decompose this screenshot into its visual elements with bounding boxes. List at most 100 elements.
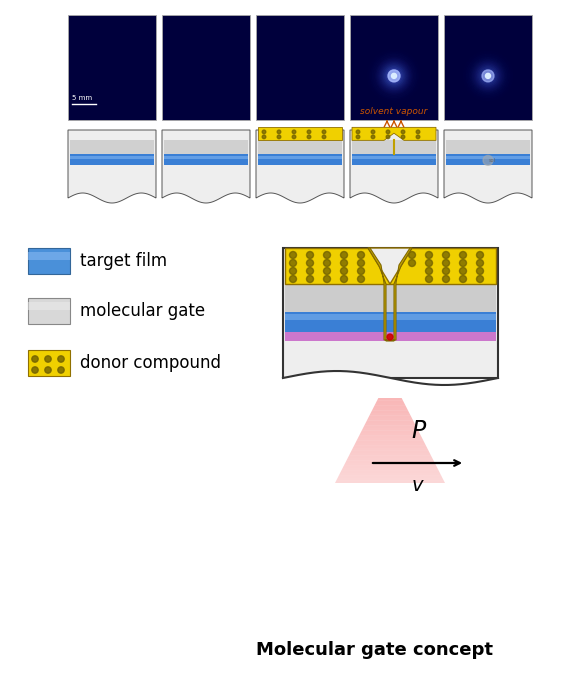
Text: donor compound: donor compound	[80, 354, 221, 372]
Polygon shape	[376, 400, 404, 403]
Circle shape	[482, 69, 495, 82]
Circle shape	[289, 259, 296, 266]
Bar	[352, 155, 436, 165]
Polygon shape	[380, 393, 400, 396]
Bar	[285, 284, 496, 312]
Polygon shape	[362, 428, 418, 430]
Circle shape	[306, 251, 313, 259]
Polygon shape	[377, 398, 403, 400]
Circle shape	[358, 268, 365, 274]
Circle shape	[306, 268, 313, 274]
Polygon shape	[342, 468, 439, 471]
Bar	[283, 248, 498, 378]
Polygon shape	[383, 385, 396, 388]
Circle shape	[409, 251, 416, 259]
Circle shape	[306, 276, 313, 283]
Polygon shape	[381, 390, 399, 393]
Circle shape	[392, 74, 396, 78]
Polygon shape	[350, 451, 430, 453]
Circle shape	[476, 251, 483, 259]
Circle shape	[58, 367, 64, 373]
Bar	[70, 156, 154, 159]
Text: target film: target film	[80, 252, 167, 270]
Polygon shape	[352, 448, 429, 451]
Bar	[28, 298, 70, 324]
Bar	[258, 127, 342, 140]
Circle shape	[443, 268, 449, 274]
Circle shape	[426, 259, 433, 266]
Polygon shape	[338, 475, 442, 478]
Circle shape	[289, 268, 296, 274]
Bar	[352, 156, 436, 159]
Text: Molecular gate concept: Molecular gate concept	[256, 641, 493, 659]
Circle shape	[409, 259, 416, 266]
Polygon shape	[283, 371, 498, 398]
Bar	[444, 15, 532, 120]
Circle shape	[443, 259, 449, 266]
Polygon shape	[372, 408, 408, 411]
Bar	[28, 350, 70, 376]
Circle shape	[306, 259, 313, 266]
Text: v: v	[412, 476, 423, 495]
Bar	[446, 155, 530, 165]
Bar	[446, 156, 530, 159]
Polygon shape	[355, 441, 425, 443]
Circle shape	[486, 74, 490, 78]
Circle shape	[356, 130, 360, 133]
Circle shape	[386, 68, 402, 84]
Polygon shape	[358, 436, 422, 438]
Bar	[28, 252, 70, 259]
Circle shape	[307, 135, 311, 139]
Polygon shape	[339, 473, 441, 475]
Circle shape	[392, 74, 396, 78]
Circle shape	[476, 268, 483, 274]
Bar	[446, 140, 530, 155]
Polygon shape	[343, 466, 437, 468]
Circle shape	[371, 135, 375, 139]
Polygon shape	[348, 456, 432, 458]
Polygon shape	[375, 403, 406, 405]
Polygon shape	[345, 460, 435, 463]
Bar	[285, 248, 496, 284]
Polygon shape	[366, 420, 415, 423]
Polygon shape	[346, 458, 433, 460]
Bar	[258, 156, 342, 159]
Circle shape	[459, 276, 466, 283]
Circle shape	[483, 155, 493, 165]
Circle shape	[401, 130, 405, 133]
Circle shape	[323, 276, 330, 283]
Circle shape	[358, 251, 365, 259]
Polygon shape	[68, 130, 156, 203]
Circle shape	[426, 251, 433, 259]
Bar	[258, 140, 342, 155]
Polygon shape	[369, 413, 410, 415]
Circle shape	[476, 259, 483, 266]
Polygon shape	[363, 426, 417, 428]
Circle shape	[358, 276, 365, 283]
Polygon shape	[367, 418, 413, 420]
Circle shape	[45, 355, 51, 362]
Circle shape	[386, 135, 390, 139]
Polygon shape	[350, 130, 438, 203]
Polygon shape	[385, 383, 395, 385]
Polygon shape	[373, 405, 407, 408]
Bar	[70, 140, 154, 155]
Circle shape	[262, 135, 266, 139]
Circle shape	[371, 130, 375, 133]
Text: molecular gate: molecular gate	[80, 302, 205, 320]
Bar	[164, 155, 248, 165]
Polygon shape	[357, 438, 423, 441]
Text: solvent vapour: solvent vapour	[360, 107, 427, 116]
Circle shape	[401, 135, 405, 139]
Circle shape	[277, 135, 281, 139]
Circle shape	[262, 130, 266, 133]
Circle shape	[443, 251, 449, 259]
Polygon shape	[382, 388, 398, 390]
Polygon shape	[359, 433, 421, 436]
Bar	[256, 15, 344, 120]
Bar	[285, 332, 496, 341]
Circle shape	[277, 130, 281, 133]
Circle shape	[485, 72, 492, 80]
Circle shape	[426, 276, 433, 283]
Polygon shape	[335, 481, 445, 483]
